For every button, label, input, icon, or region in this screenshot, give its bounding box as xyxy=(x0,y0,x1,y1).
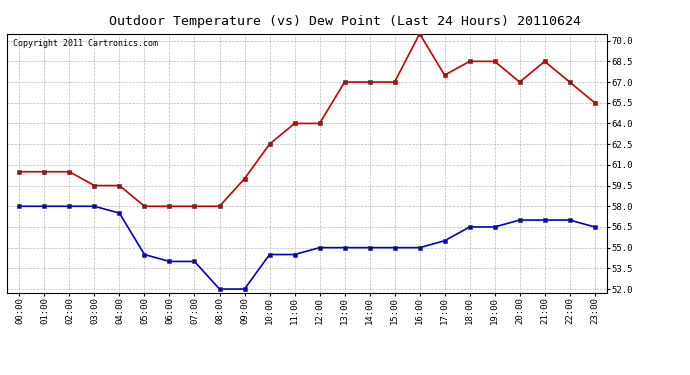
Text: Outdoor Temperature (vs) Dew Point (Last 24 Hours) 20110624: Outdoor Temperature (vs) Dew Point (Last… xyxy=(109,15,581,28)
Text: Copyright 2011 Cartronics.com: Copyright 2011 Cartronics.com xyxy=(13,39,158,48)
